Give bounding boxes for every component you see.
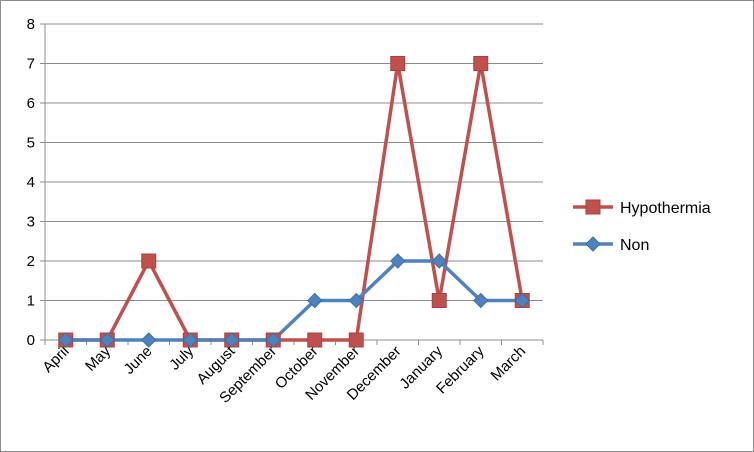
data-point-non [58, 332, 74, 348]
data-point-hypothermia [307, 332, 323, 348]
legend-label: Hypothermia [620, 200, 711, 217]
data-point-non [348, 292, 364, 309]
y-tick-label: 7 [27, 56, 35, 73]
data-point-hypothermia [390, 56, 406, 71]
data-point-non [182, 332, 198, 348]
data-point-non [99, 332, 115, 348]
data-point-non [514, 292, 530, 309]
y-tick-label: 8 [27, 16, 35, 33]
x-tick-label: March [488, 343, 529, 384]
x-tick-labels: April May June JulyAugustSeptemberOctoberNo… [39, 342, 529, 406]
gridlines [45, 23, 543, 301]
axes [40, 23, 544, 345]
data-point-non [224, 332, 240, 348]
y-tick-label: 2 [27, 253, 35, 270]
y-tick-label: 3 [27, 214, 35, 231]
x-tick-label: June [121, 343, 156, 378]
data-point-hypothermia [348, 332, 364, 348]
y-tick-label: 5 [27, 135, 35, 152]
legend-marker [585, 199, 601, 215]
data-point-hypothermia [431, 293, 447, 308]
y-tick-label: 0 [27, 332, 35, 349]
data-point-non [307, 292, 323, 309]
legend-label: Non [620, 237, 649, 254]
y-tick-labels: 0 1 2 3 4 5 6 7 8 [27, 16, 35, 349]
y-tick-label: 6 [27, 95, 35, 112]
data-point-non [390, 253, 406, 269]
series-markers [58, 56, 530, 348]
legend-entry-non: Non [573, 236, 649, 254]
legend: Hypothermia Non [573, 199, 711, 254]
data-point-non [431, 253, 447, 269]
data-point-hypothermia [141, 253, 157, 269]
series-lines [65, 61, 524, 342]
data-point-non [141, 332, 157, 348]
series-line-hypothermia [65, 61, 524, 342]
data-point-hypothermia [473, 56, 489, 71]
y-tick-label: 1 [27, 293, 35, 310]
data-point-non [265, 332, 281, 348]
data-point-non [473, 292, 489, 309]
y-tick-label: 4 [27, 174, 35, 191]
legend-entry-hypothermia: Hypothermia [573, 199, 711, 217]
x-tick-label: April [39, 343, 72, 376]
legend-marker [585, 236, 601, 252]
